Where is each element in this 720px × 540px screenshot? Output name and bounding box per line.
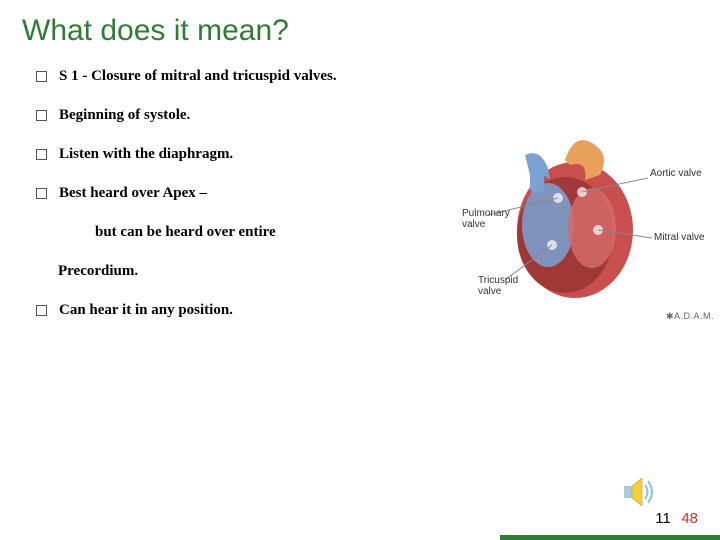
bullet-item: S 1 - Closure of mitral and tricuspid va… <box>36 68 720 85</box>
slide-title: What does it mean? <box>0 0 720 48</box>
label-aortic: Aortic valve <box>650 168 702 179</box>
adam-credit: ✱A.D.A.M. <box>666 311 714 322</box>
checkbox-icon <box>36 188 47 199</box>
checkbox-icon <box>36 305 47 316</box>
checkbox-icon <box>36 149 47 160</box>
checkbox-icon <box>36 71 47 82</box>
speaker-icon[interactable] <box>620 472 660 512</box>
checkbox-icon <box>36 110 47 121</box>
page-right: 48 <box>681 510 698 527</box>
page-left: 11 <box>655 510 671 527</box>
bullet-text: Best heard over Apex – <box>59 185 207 202</box>
heart-diagram: Aortic valve Pulmonary valve Mitral valv… <box>470 120 710 320</box>
bullet-text: Beginning of systole. <box>59 107 190 124</box>
page-numbers: 11 48 <box>655 510 698 528</box>
bullet-text: Can hear it in any position. <box>59 302 233 319</box>
accent-bar <box>500 535 720 540</box>
label-pulmonary: Pulmonary valve <box>462 208 510 230</box>
bullet-text: S 1 - Closure of mitral and tricuspid va… <box>59 68 337 85</box>
bullet-text: Listen with the diaphragm. <box>59 146 233 163</box>
label-tricuspid: Tricuspid valve <box>478 275 518 297</box>
label-mitral: Mitral valve <box>654 232 705 243</box>
